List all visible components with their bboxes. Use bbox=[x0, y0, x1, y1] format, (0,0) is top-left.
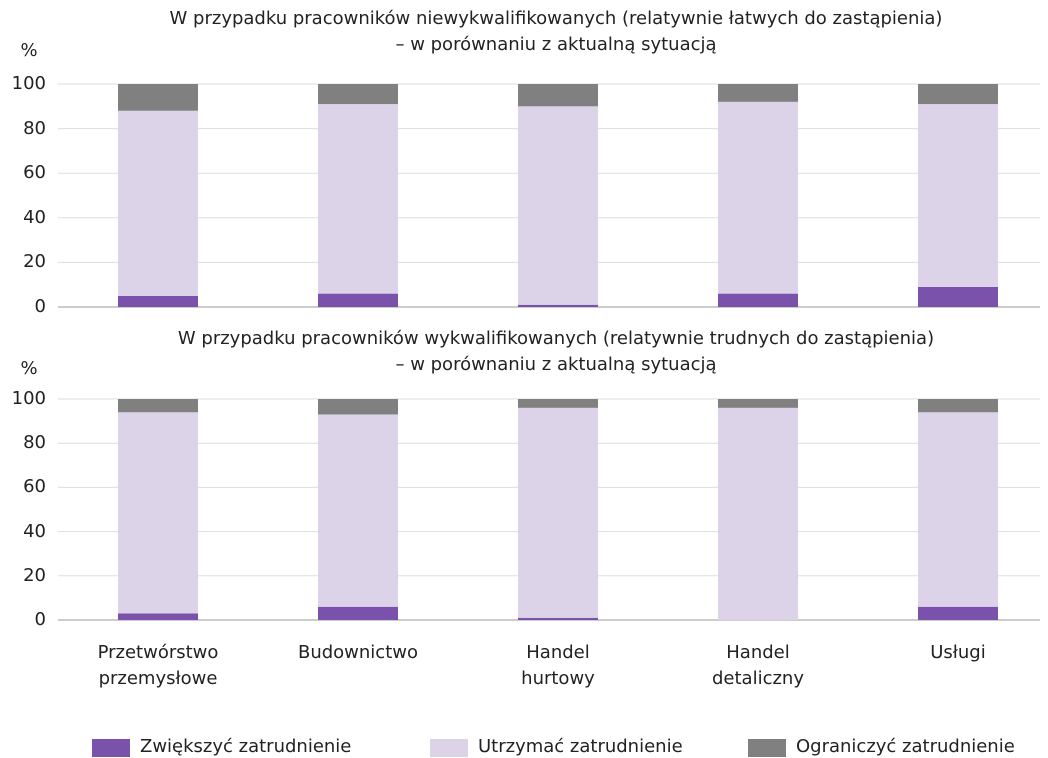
x-tick-label: Przetwórstwo przemysłowe bbox=[97, 642, 219, 689]
y-tick-label: 60 bbox=[23, 476, 46, 498]
bar-segment bbox=[318, 293, 398, 307]
bar-segment bbox=[518, 617, 598, 620]
bar-segment bbox=[918, 84, 998, 105]
y-tick-label: 80 bbox=[23, 117, 46, 139]
legend-label: Utrzymać zatrudnienie bbox=[478, 736, 683, 757]
bar-segment bbox=[318, 84, 398, 105]
x-tick-label: Usługi bbox=[930, 642, 986, 663]
y-tick-label: 20 bbox=[23, 251, 46, 273]
bar-segment bbox=[918, 606, 998, 620]
bar-segment bbox=[918, 412, 998, 607]
x-tick-label: Budownictwo bbox=[297, 642, 418, 663]
bar-segment bbox=[518, 399, 598, 408]
x-tick-label: Handel detaliczny bbox=[712, 642, 804, 689]
y-tick-label: 40 bbox=[23, 520, 46, 542]
bar-segment bbox=[118, 84, 198, 111]
bar-segment bbox=[718, 293, 798, 307]
bar-segment bbox=[318, 399, 398, 415]
bar-segment bbox=[918, 286, 998, 307]
chart-title: W przypadku pracowników niewykwalifikowa… bbox=[169, 8, 943, 55]
y-tick-label: 40 bbox=[23, 206, 46, 228]
bar-segment bbox=[518, 407, 598, 618]
bar-segment bbox=[118, 399, 198, 413]
bar-segment bbox=[518, 84, 598, 107]
bar-segment bbox=[918, 399, 998, 413]
y-tick-label: 20 bbox=[23, 564, 46, 586]
legend-swatch bbox=[92, 739, 130, 757]
y-tick-label: 0 bbox=[34, 296, 46, 317]
bar-segment bbox=[718, 84, 798, 102]
bar-segment bbox=[118, 412, 198, 614]
bar-segment bbox=[318, 606, 398, 620]
y-tick-label: 80 bbox=[23, 432, 46, 454]
legend-label: Ograniczyć zatrudnienie bbox=[796, 736, 1015, 757]
bar-segment bbox=[718, 101, 798, 294]
chart-title: W przypadku pracowników wykwalifikowanyc… bbox=[177, 328, 935, 375]
bar-segment bbox=[518, 304, 598, 307]
bar-segment bbox=[518, 106, 598, 305]
bar-segment bbox=[318, 104, 398, 294]
y-axis-label: % bbox=[20, 40, 38, 61]
bar-segment bbox=[918, 104, 998, 287]
legend-swatch bbox=[430, 739, 468, 757]
bar-segment bbox=[718, 399, 798, 408]
y-tick-label: 100 bbox=[11, 73, 46, 94]
bar-segment bbox=[118, 295, 198, 307]
bar-segment bbox=[318, 414, 398, 607]
y-tick-label: 0 bbox=[34, 609, 46, 630]
y-axis-label: % bbox=[20, 358, 38, 379]
y-tick-label: 60 bbox=[23, 162, 46, 184]
bar-segment bbox=[118, 613, 198, 620]
bar-segment bbox=[718, 407, 798, 620]
x-tick-label: Handel hurtowy bbox=[521, 642, 595, 689]
bar-segment bbox=[118, 110, 198, 296]
legend-label: Zwiększyć zatrudnienie bbox=[140, 736, 352, 757]
legend-swatch bbox=[748, 739, 786, 757]
y-tick-label: 100 bbox=[11, 388, 46, 409]
